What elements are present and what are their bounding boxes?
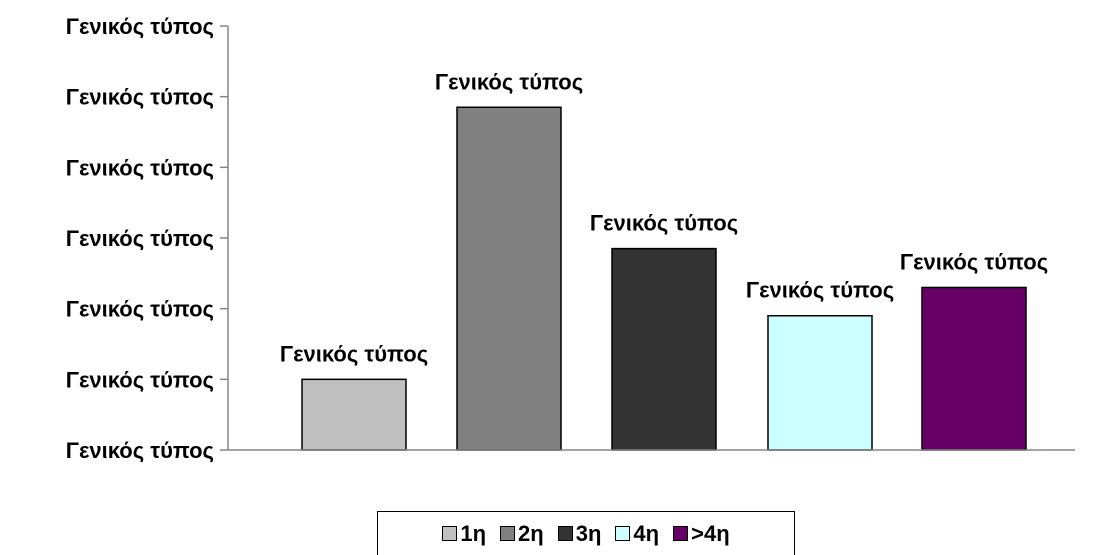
data-label: Γενικός τύπος bbox=[435, 69, 583, 94]
data-label: Γενικός τύπος bbox=[900, 249, 1048, 274]
data-label: Γενικός τύπος bbox=[590, 211, 738, 236]
bar-3 bbox=[611, 247, 717, 451]
legend-label: >4η bbox=[691, 520, 730, 546]
bar-5 bbox=[921, 286, 1027, 451]
legend-item: 2η bbox=[500, 521, 544, 547]
legend-swatch bbox=[557, 526, 573, 541]
bar-4 bbox=[767, 314, 873, 451]
y-tick-label: Γενικός τύπος bbox=[66, 14, 214, 39]
y-tick-label: Γενικός τύπος bbox=[66, 367, 214, 392]
legend: 1η 2η 3η 4η >4η bbox=[377, 511, 795, 555]
y-tick-label: Γενικός τύπος bbox=[66, 226, 214, 251]
y-tick-label: Γενικός τύπος bbox=[66, 155, 214, 180]
legend-label: 4η bbox=[633, 520, 660, 546]
y-axis-ticks: Γενικός τύπος Γενικός τύπος Γενικός τύπος Γ… bbox=[66, 14, 228, 463]
legend-item: 3η bbox=[557, 520, 602, 547]
bars bbox=[301, 106, 1027, 451]
legend-swatch bbox=[673, 526, 689, 541]
legend-swatch bbox=[500, 526, 516, 541]
bar-2 bbox=[456, 106, 562, 451]
data-label: Γενικός τύπος bbox=[746, 278, 894, 303]
legend-item: 4η bbox=[615, 521, 659, 547]
legend-label: 1η bbox=[460, 520, 487, 546]
legend-item: 1η bbox=[442, 521, 486, 547]
legend-label: 3η bbox=[575, 520, 602, 546]
y-tick-label: Γενικός τύπος bbox=[66, 297, 214, 322]
legend-label: 2η bbox=[518, 520, 544, 546]
legend-item: >4η bbox=[673, 521, 730, 547]
data-label: Γενικός τύπος bbox=[280, 341, 428, 366]
legend-swatch bbox=[442, 526, 458, 541]
bar-1 bbox=[301, 378, 407, 451]
y-tick-label: Γενικός τύπος bbox=[66, 85, 214, 110]
legend-swatch bbox=[615, 526, 631, 541]
y-tick-label: Γενικός τύπος bbox=[66, 438, 214, 463]
